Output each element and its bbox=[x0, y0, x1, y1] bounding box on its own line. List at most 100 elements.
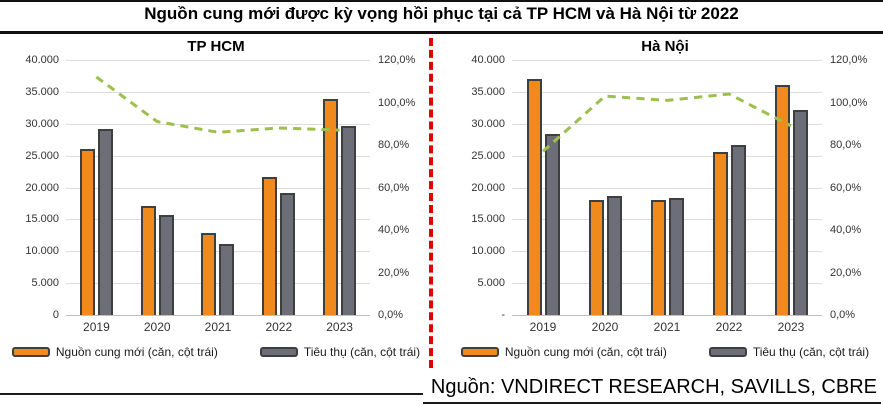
right-axis-tick: 20,0% bbox=[378, 266, 410, 279]
bar-new-supply bbox=[323, 98, 339, 315]
right-axis-tick: 0,0% bbox=[830, 309, 856, 321]
right-axis-tick: 60,0% bbox=[830, 181, 862, 194]
top-rule bbox=[0, 0, 883, 2]
left-axis-tick: 10.000 bbox=[471, 245, 505, 258]
figure-title: Nguồn cung mới được kỳ vọng hồi phục tại… bbox=[144, 4, 739, 23]
title-rule bbox=[0, 31, 883, 34]
x-axis-label: 2021 bbox=[204, 319, 232, 334]
gridline bbox=[66, 315, 370, 316]
bar-new-supply bbox=[140, 206, 156, 315]
bar-new-supply bbox=[262, 176, 278, 315]
x-axis-label: 2020 bbox=[143, 319, 171, 334]
right-axis-tick: 20,0% bbox=[830, 266, 862, 279]
left-axis: 40.000 35.000 30.000 25.000 20.000 15.000 10.0… bbox=[452, 54, 512, 321]
right-axis-tick: 80,0% bbox=[378, 139, 410, 151]
legend-label: Nguồn cung mới (căn, cột trái) bbox=[55, 345, 218, 359]
left-axis: 40.000 35.000 30.000 25.000 20.000 15.000 10.0… bbox=[6, 54, 66, 321]
right-axis-tick: 0,0% bbox=[378, 309, 404, 321]
right-axis-tick: 40,0% bbox=[378, 224, 410, 236]
right-axis-tick: 120,0% bbox=[830, 54, 868, 66]
bar-consumption bbox=[606, 196, 622, 315]
source-credit: Nguồn: VNDIRECT RESEARCH, SAVILLS, CBRE bbox=[422, 376, 881, 404]
legend-item: Nguồn cung mới (căn, cột trái) bbox=[11, 345, 218, 359]
x-axis-label: 2021 bbox=[653, 319, 681, 334]
bar-consumption bbox=[158, 214, 174, 315]
bar-consumption bbox=[792, 110, 808, 315]
new-supply-swatch bbox=[11, 347, 50, 357]
ratio-line bbox=[95, 75, 340, 134]
year-group bbox=[712, 60, 746, 315]
gridline bbox=[66, 123, 370, 125]
bar-consumption bbox=[341, 126, 357, 315]
bottom-rule bbox=[0, 393, 438, 395]
bar-consumption bbox=[544, 133, 560, 315]
legend-item: Tiêu thụ (căn, cột trái) bbox=[259, 345, 420, 359]
x-axis-label: 2019 bbox=[529, 319, 557, 334]
right-axis-tick: 120,0% bbox=[378, 54, 416, 66]
chart-hanoi: 40.000 35.000 30.000 25.000 20.000 15.000 10.0… bbox=[452, 54, 878, 337]
bar-consumption bbox=[97, 128, 113, 315]
year-group bbox=[79, 60, 113, 315]
left-axis-tick: 5.000 bbox=[477, 277, 505, 290]
gridline bbox=[66, 283, 370, 285]
legend-label: Nguồn cung mới (căn, cột trái) bbox=[504, 345, 667, 359]
consumption-swatch bbox=[259, 347, 298, 357]
legend-item: Nguồn cung mới (căn, cột trái) bbox=[460, 345, 667, 359]
year-group bbox=[262, 60, 296, 315]
left-axis-tick: 30.000 bbox=[471, 117, 505, 130]
left-axis-tick: 30.000 bbox=[25, 117, 59, 130]
x-axis-label: 2022 bbox=[715, 319, 743, 334]
year-group bbox=[323, 60, 357, 315]
left-axis-tick: - bbox=[501, 309, 505, 321]
left-axis-tick: 15.000 bbox=[471, 213, 505, 226]
left-axis-tick: 5.000 bbox=[31, 277, 59, 290]
new-supply-swatch bbox=[460, 347, 499, 357]
left-axis-tick: 20.000 bbox=[471, 181, 505, 194]
right-axis-tick: 40,0% bbox=[830, 224, 862, 236]
bar-consumption bbox=[219, 244, 235, 315]
plot-area bbox=[66, 60, 370, 316]
gridline bbox=[512, 155, 822, 157]
gridline bbox=[512, 283, 822, 285]
x-axis-label: 2023 bbox=[777, 319, 805, 334]
bar-new-supply bbox=[79, 149, 95, 315]
gridline bbox=[512, 91, 822, 93]
bar-groups bbox=[512, 60, 822, 315]
x-axis-label: 2022 bbox=[265, 319, 293, 334]
x-axis: 2019 2020 2021 2022 2023 bbox=[512, 315, 822, 337]
bar-new-supply bbox=[201, 232, 217, 315]
plot-area bbox=[512, 60, 822, 316]
year-group bbox=[140, 60, 174, 315]
consumption-swatch bbox=[708, 347, 747, 357]
bar-consumption bbox=[280, 192, 296, 315]
x-axis-label: 2023 bbox=[326, 319, 353, 334]
gridline bbox=[66, 187, 370, 189]
chart-title: Hà Nội bbox=[641, 38, 689, 55]
legend-item: Tiêu thụ (căn, cột trái) bbox=[708, 345, 869, 359]
bar-consumption bbox=[668, 198, 684, 315]
chart-panel-hanoi: Hà Nội 40.000 35.000 30.000 25.000 20.000 15.… bbox=[452, 38, 878, 370]
gridline bbox=[512, 251, 822, 253]
gridline bbox=[512, 123, 822, 125]
gridline bbox=[66, 91, 370, 93]
left-axis-tick: 15.000 bbox=[25, 213, 59, 226]
year-group bbox=[650, 60, 684, 315]
left-axis-tick: 0 bbox=[52, 309, 59, 321]
year-group bbox=[201, 60, 235, 315]
left-axis-tick: 40.000 bbox=[25, 54, 59, 66]
legend: Nguồn cung mới (căn, cột trái) Tiêu thụ (… bbox=[6, 337, 426, 367]
x-axis-label: 2020 bbox=[591, 319, 619, 334]
bar-groups bbox=[66, 60, 370, 315]
divider-dashed-line bbox=[429, 38, 433, 368]
gridline bbox=[66, 155, 370, 157]
bar-new-supply bbox=[650, 200, 666, 315]
right-axis: 120,0% 100,0% 80,0% 60,0% 40,0% 20,0% 0,0% bbox=[370, 54, 426, 321]
chart-panel-tphcm: TP HCM 40.000 35.000 30.000 25.000 20.000 15.… bbox=[6, 38, 426, 370]
bar-new-supply bbox=[712, 151, 728, 315]
left-axis-tick: 10.000 bbox=[25, 245, 59, 258]
right-axis-tick: 100,0% bbox=[378, 96, 416, 109]
legend: Nguồn cung mới (căn, cột trái) Tiêu thụ (… bbox=[452, 337, 878, 367]
chart-tphcm: 40.000 35.000 30.000 25.000 20.000 15.000 10.0… bbox=[6, 54, 426, 337]
left-axis-tick: 25.000 bbox=[25, 149, 59, 162]
